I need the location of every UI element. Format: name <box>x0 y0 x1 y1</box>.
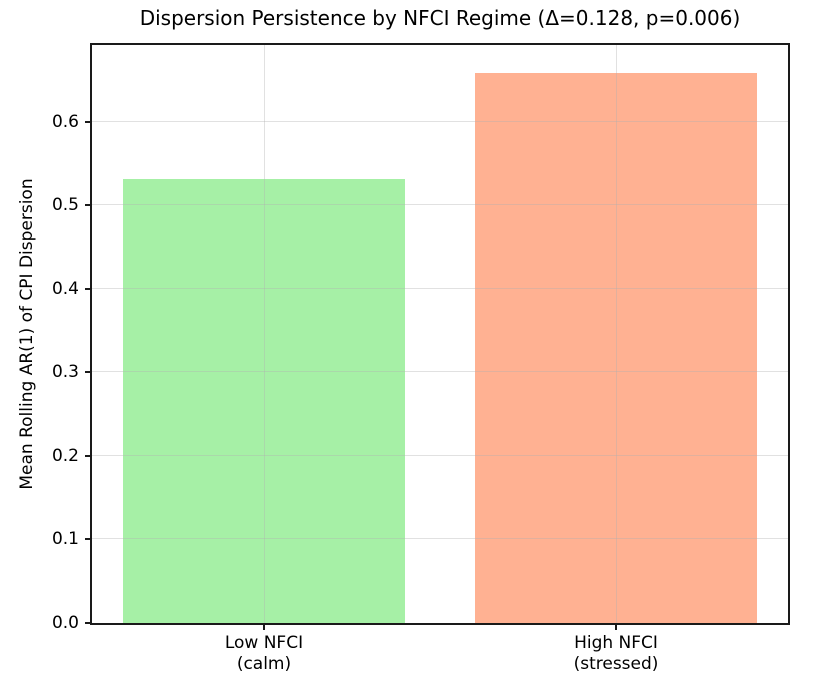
y-axis-label: Mean Rolling AR(1) of CPI Dispersion <box>17 178 37 490</box>
gridline-y-0.3 <box>92 371 788 373</box>
xtick-label-1: High NFCI (stressed) <box>573 633 659 674</box>
ytick-label-0.2: 0.2 <box>51 445 79 466</box>
ytick-label-0.1: 0.1 <box>51 529 79 550</box>
gridline-x-0 <box>263 45 265 623</box>
gridline-y-0.1 <box>92 538 788 540</box>
ytick-label-0.4: 0.4 <box>51 278 79 299</box>
ytick-label-0.0: 0.0 <box>51 613 79 633</box>
gridline-x-1 <box>616 45 618 623</box>
gridline-y-0.6 <box>92 120 788 122</box>
bar-high-nfci <box>475 72 758 623</box>
xtick-label-0: Low NFCI (calm) <box>224 633 304 674</box>
grid-layer <box>92 45 788 623</box>
gridline-y-0.4 <box>92 287 788 289</box>
gridline-y-0.2 <box>92 454 788 456</box>
ytick-label-0.3: 0.3 <box>51 362 79 383</box>
bars-layer <box>92 45 788 623</box>
chart-title: Dispersion Persistence by NFCI Regime (Δ… <box>139 6 741 30</box>
ytick-label-0.5: 0.5 <box>51 195 79 216</box>
gridline-y-0.5 <box>92 204 788 206</box>
plot-area <box>90 43 790 625</box>
bar-low-nfci <box>122 179 405 623</box>
ytick-label-0.6: 0.6 <box>51 111 79 132</box>
